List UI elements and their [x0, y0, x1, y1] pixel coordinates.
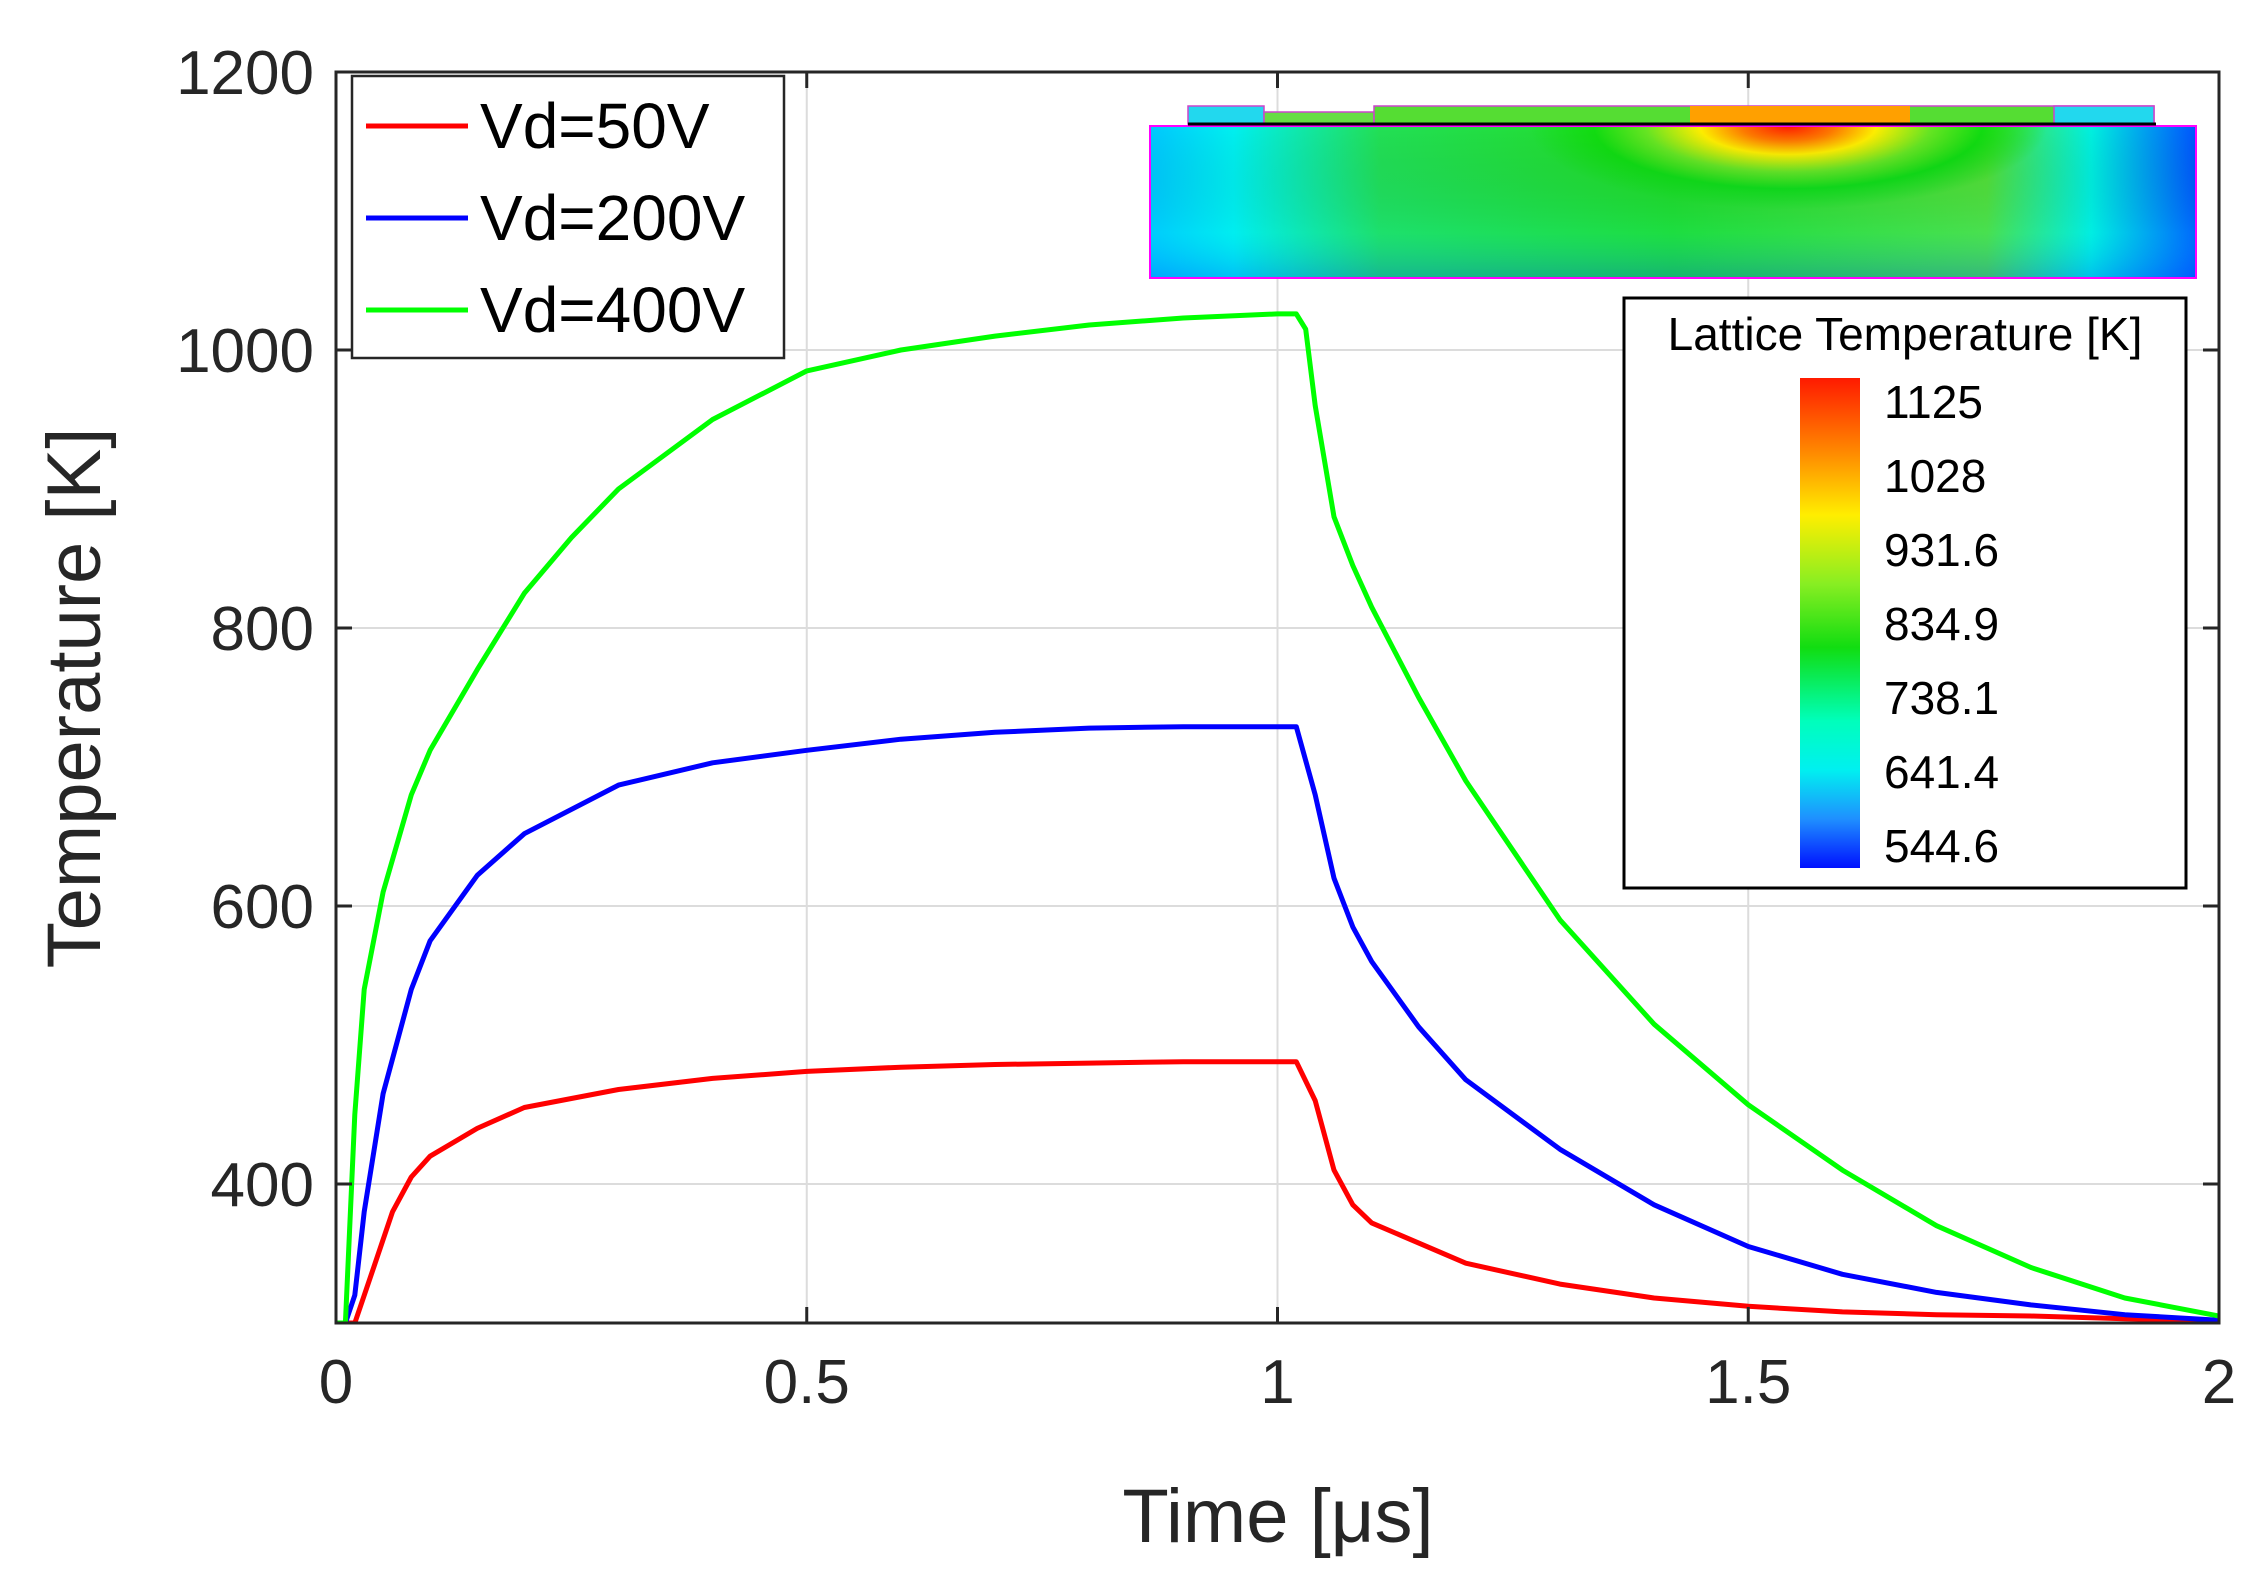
y-tick-label: 400 — [211, 1151, 314, 1220]
series-layer — [336, 311, 2219, 1323]
axis-ticks — [334, 70, 2221, 1323]
colorbar-label: 641.4 — [1884, 746, 1999, 798]
series-line-vd-400v — [336, 311, 2219, 1323]
legend-label: Vd=200V — [480, 182, 745, 254]
x-tick-labels: 0 0.5 1 1.5 2 — [319, 1348, 2236, 1417]
y-tick-label: 800 — [211, 595, 314, 664]
device-gate — [1263, 111, 1375, 125]
y-tick-labels: 400 600 800 1000 1200 — [176, 39, 314, 1220]
device-right-contact — [2053, 105, 2155, 125]
y-axis-title: Temperature [K] — [32, 428, 117, 969]
device-drain-hot — [1690, 106, 1910, 124]
colorbar-label: 738.1 — [1884, 672, 1999, 724]
device-bottom-shade — [1150, 126, 2196, 278]
x-axis-title: Time [μs] — [1122, 1474, 1433, 1559]
colorbar-label: 544.6 — [1884, 820, 1999, 872]
colorbar-label: 1028 — [1884, 450, 1986, 502]
y-tick-label: 1200 — [176, 39, 314, 108]
colorbar-title: Lattice Temperature [K] — [1668, 308, 2143, 360]
x-tick-label: 2 — [2202, 1348, 2236, 1417]
colorbar-label: 1125 — [1884, 376, 1983, 428]
legend-label: Vd=400V — [480, 274, 745, 346]
colorbar-labels: 1125 1028 931.6 834.9 738.1 641.4 544.6 — [1884, 376, 1999, 872]
colorbar-box — [1622, 296, 2188, 890]
legend-label: Vd=50V — [480, 90, 710, 162]
x-tick-label: 0 — [319, 1348, 353, 1417]
x-tick-label: 0.5 — [764, 1348, 850, 1417]
device-left-contact — [1187, 105, 1265, 125]
colorbar: Lattice Temperature [K] 1125 1028 931.6 834… — [1622, 296, 2188, 890]
colorbar-label: 834.9 — [1884, 598, 1999, 650]
colorbar-label: 931.6 — [1884, 524, 1999, 576]
series-line-vd-200v — [336, 724, 2219, 1323]
y-tick-label: 600 — [211, 873, 314, 942]
inset-device-map — [1149, 105, 2197, 279]
x-tick-label: 1 — [1260, 1348, 1294, 1417]
colorbar-gradient — [1800, 378, 1860, 868]
device-outline — [1149, 125, 2197, 279]
legend: Vd=50V Vd=200V Vd=400V — [350, 74, 786, 360]
series-line-vd-50v — [336, 1059, 2219, 1323]
x-tick-label: 1.5 — [1705, 1348, 1791, 1417]
y-tick-label: 1000 — [176, 317, 314, 386]
